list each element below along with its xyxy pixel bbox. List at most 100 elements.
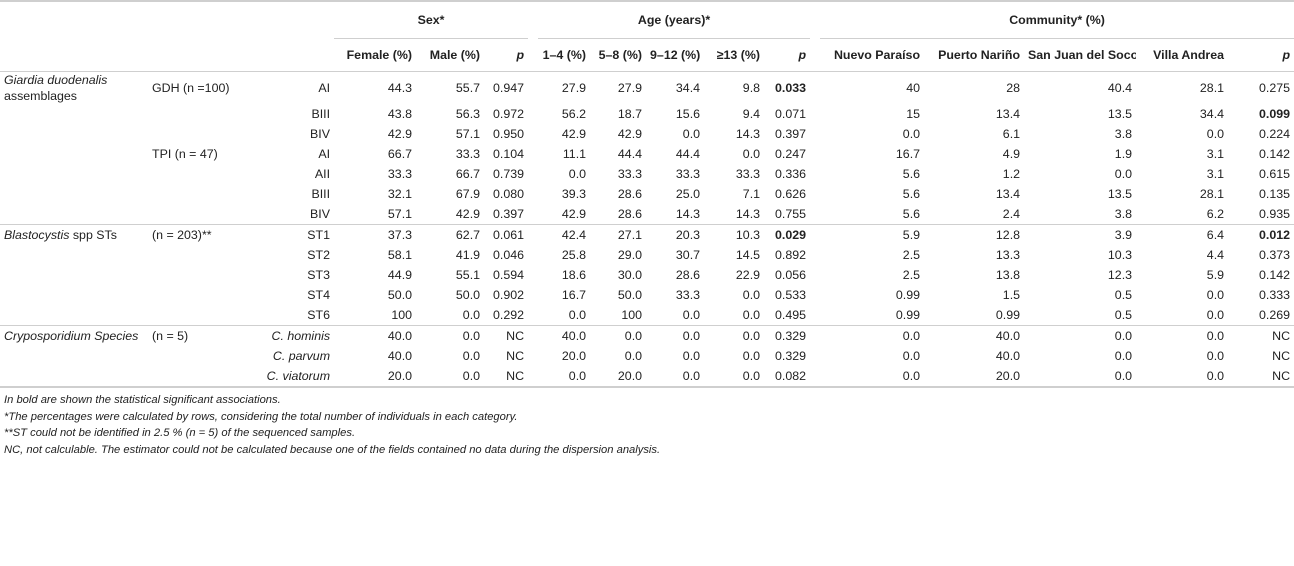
spacer-cell	[528, 224, 539, 245]
value-cell: 0.080	[493, 187, 525, 201]
value-cell: 1.9	[1114, 147, 1133, 161]
spacer-cell	[810, 184, 820, 204]
value-cell: 43.8	[387, 107, 413, 121]
value-cell: 28.6	[617, 187, 643, 201]
value-cell: 0.0	[682, 349, 701, 363]
value-cell: 0.0	[682, 308, 701, 322]
value-cell: 0.950	[493, 127, 525, 141]
type-cell: C. hominis	[260, 325, 335, 346]
value-cell: 13.5	[1107, 187, 1133, 201]
type-cell: ST6	[307, 308, 331, 322]
value-cell: 0.071	[775, 107, 807, 121]
type-cell: ST4	[307, 288, 331, 302]
value-cell: 0.615	[1259, 167, 1291, 181]
value-cell: 25.0	[675, 187, 701, 201]
value-cell: 28.6	[617, 207, 643, 221]
spacer-cell	[528, 164, 538, 184]
value-cell: 0.0	[820, 325, 925, 346]
spacer-cell	[810, 204, 820, 225]
value-cell: 0.333	[1259, 288, 1291, 302]
value-cell: 13.4	[995, 187, 1021, 201]
type-cell: C. viatorum	[260, 366, 335, 388]
table-row: BIV 42.9 57.1 0.950 42.9 42.9 0.0 14.3 0.397 0.0 6…	[0, 124, 1294, 144]
table-row: C. parvum 40.0 0.0 NC 20.0 0.0 0.0 0.0 0.329 0.0 4…	[0, 346, 1294, 366]
value-cell: 0.269	[1259, 308, 1291, 322]
value-cell: 2.4	[1002, 207, 1021, 221]
value-cell: 28.1	[1199, 187, 1225, 201]
value-cell: 0.247	[775, 147, 807, 161]
note-bold: In bold are shown the statistical signif…	[4, 394, 281, 406]
value-cell: NC	[1272, 349, 1291, 363]
value-cell: 0.626	[775, 187, 807, 201]
value-cell: 0.902	[493, 288, 525, 302]
value-cell: 14.5	[735, 248, 761, 262]
value-cell: 1.5	[1002, 288, 1021, 302]
value-cell: 40.4	[1024, 71, 1137, 104]
col-male: Male (%)	[416, 38, 485, 72]
value-cell: 33.3	[617, 167, 643, 181]
table-row: C. viatorum 20.0 0.0 NC 0.0 20.0 0.0 0.0 0.082 0.…	[0, 366, 1294, 388]
value-cell: 12.8	[924, 224, 1025, 245]
method-cell	[148, 104, 260, 124]
value-cell: 0.0	[1206, 349, 1225, 363]
value-cell: 0.0	[742, 147, 761, 161]
organism-cell	[0, 124, 148, 144]
value-cell: 34.4	[1199, 107, 1225, 121]
value-cell: 0.755	[775, 207, 807, 221]
type-cell: BIII	[311, 187, 331, 201]
value-cell: 4.9	[1002, 147, 1021, 161]
type-cell: BIV	[310, 207, 331, 221]
method-cell	[148, 245, 260, 265]
col-sex-p: p	[484, 38, 529, 72]
value-cell: 0.0	[568, 167, 587, 181]
method-cell	[148, 285, 260, 305]
value-cell: 0.594	[493, 268, 525, 282]
value-cell: 0.0	[902, 349, 921, 363]
value-cell: 33.3	[675, 167, 701, 181]
value-cell: 20.3	[646, 224, 705, 245]
value-cell: 0.0	[742, 308, 761, 322]
value-cell: 0.0	[538, 366, 591, 388]
col-puerto-narino: Puerto Nariño	[924, 38, 1025, 72]
value-cell: 0.0	[416, 325, 485, 346]
value-cell: 0.935	[1259, 207, 1291, 221]
value-cell: 33.3	[735, 167, 761, 181]
spacer-cell	[810, 164, 820, 184]
value-cell: 30.0	[617, 268, 643, 282]
table-row: AII 33.3 66.7 0.739 0.0 33.3 33.3 33.3 0.336 5.6 1…	[0, 164, 1294, 184]
value-cell: 66.7	[387, 147, 413, 161]
value-cell: 0.329	[775, 349, 807, 363]
value-cell: 3.1	[1206, 167, 1225, 181]
spacer-cell	[528, 245, 538, 265]
value-cell: 55.1	[455, 268, 481, 282]
value-cell: 0.0	[1136, 366, 1229, 388]
spacer-cell	[528, 204, 538, 225]
type-cell: AI	[260, 71, 335, 104]
type-cell: AII	[314, 167, 331, 181]
value-cell: NC	[484, 325, 529, 346]
value-cell: 40.0	[995, 349, 1021, 363]
method-cell: (n = 203)**	[148, 224, 260, 245]
method-cell	[148, 164, 260, 184]
value-cell: 0.012	[1228, 224, 1294, 245]
value-cell: 0.739	[493, 167, 525, 181]
value-cell: 0.0	[1114, 167, 1133, 181]
value-cell: 0.224	[1259, 127, 1291, 141]
value-cell: 7.1	[742, 187, 761, 201]
value-cell: 42.9	[561, 207, 587, 221]
value-cell: NC	[1228, 325, 1294, 346]
organism-cell	[0, 184, 148, 204]
value-cell: 0.099	[1259, 107, 1291, 121]
value-cell: 14.3	[735, 127, 761, 141]
value-cell: 57.1	[387, 207, 413, 221]
spacer-cell	[810, 325, 821, 346]
table-row: ST6 100 0.0 0.292 0.0 100 0.0 0.0 0.495 0.99 0.99 0…	[0, 305, 1294, 326]
organism-subtitle: assemblages	[4, 89, 78, 103]
method-cell	[148, 124, 260, 144]
value-cell: 40.0	[538, 325, 591, 346]
value-cell: 32.1	[387, 187, 413, 201]
spacer-cell	[810, 265, 820, 285]
table-row: TPI (n = 47) AI 66.7 33.3 0.104 11.1 44.4 44.4 0…	[0, 144, 1294, 164]
spacer-cell	[810, 366, 821, 388]
value-cell: 50.0	[455, 288, 481, 302]
